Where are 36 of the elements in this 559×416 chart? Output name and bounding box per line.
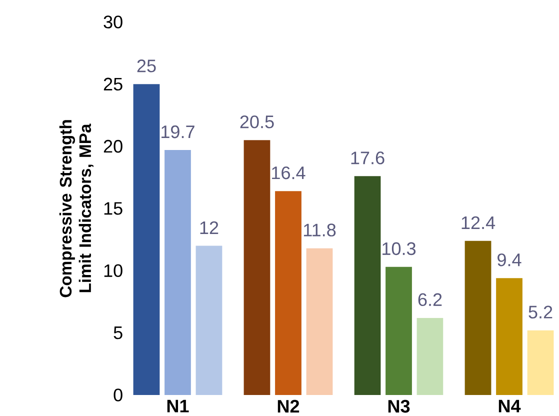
bar bbox=[464, 240, 492, 395]
data-label: 19.7 bbox=[162, 125, 194, 138]
y-axis-title: Compressive Strength Limit Indicators, MPa bbox=[59, 120, 94, 298]
bar bbox=[164, 150, 191, 395]
bar bbox=[244, 140, 270, 395]
data-label: 10.3 bbox=[382, 242, 416, 256]
data-label: 20.5 bbox=[240, 115, 274, 128]
bar bbox=[133, 84, 160, 395]
y-tick-label: 15 bbox=[104, 202, 122, 215]
bar bbox=[496, 278, 522, 395]
bar bbox=[354, 176, 381, 395]
data-label: 12 bbox=[200, 221, 218, 234]
bar bbox=[275, 191, 302, 395]
y-tick-label: 0 bbox=[114, 388, 122, 402]
data-label: 9.4 bbox=[498, 253, 522, 266]
bar bbox=[416, 318, 444, 395]
bar bbox=[386, 266, 412, 395]
y-tick-label: 20 bbox=[104, 140, 122, 153]
bar bbox=[196, 246, 222, 395]
x-tick-label: N2 bbox=[278, 400, 300, 412]
bar bbox=[527, 330, 554, 395]
data-label: 12.4 bbox=[462, 216, 496, 229]
data-label: 25 bbox=[137, 60, 156, 72]
x-tick-label: N1 bbox=[167, 400, 189, 412]
data-label: 11.8 bbox=[304, 224, 336, 236]
y-tick-label: 5 bbox=[114, 326, 122, 340]
data-label: 16.4 bbox=[272, 166, 306, 180]
data-label: 5.2 bbox=[528, 306, 552, 318]
x-tick-label: N3 bbox=[388, 400, 410, 413]
x-tick-label: N4 bbox=[498, 400, 521, 412]
y-tick-label: 30 bbox=[104, 16, 122, 28]
data-label: 6.2 bbox=[418, 293, 442, 306]
data-label: 17.6 bbox=[351, 152, 384, 164]
bar bbox=[306, 248, 333, 395]
y-tick-label: 25 bbox=[104, 78, 122, 91]
y-tick-label: 10 bbox=[104, 264, 122, 278]
